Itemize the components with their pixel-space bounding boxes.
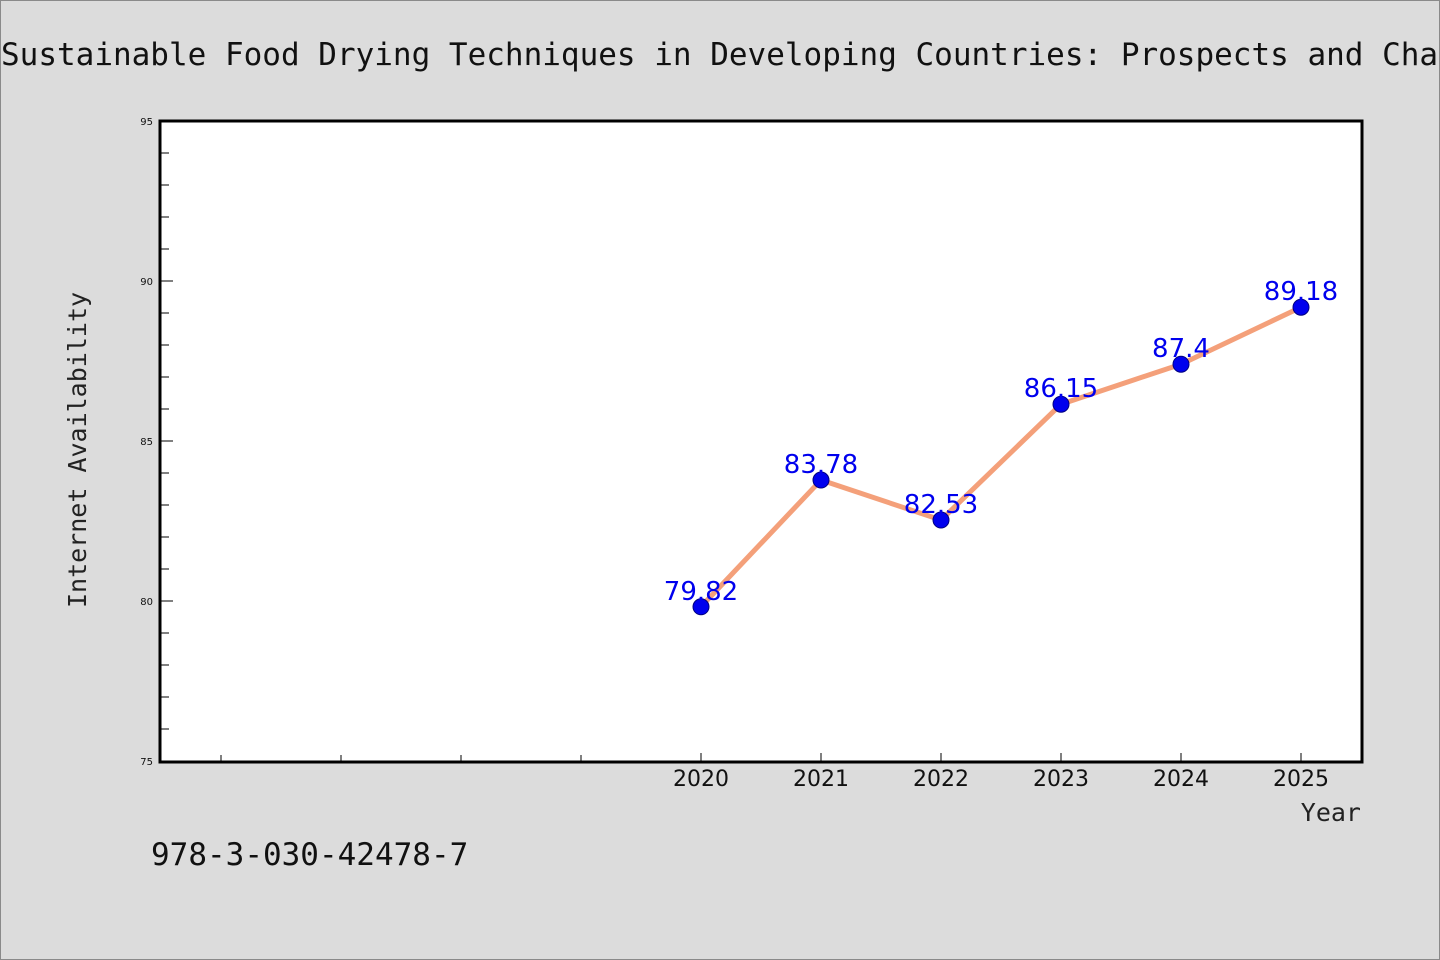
- x-tick-label: 2025: [1273, 767, 1329, 792]
- series-layer: 79.82 83.78 82.53 86.15 87.4 89.18: [664, 277, 1338, 616]
- footnote-isbn: 978-3-030-42478-7: [151, 837, 468, 873]
- data-point: [692, 598, 710, 616]
- data-point: [932, 511, 950, 529]
- x-axis-ticks: 2020 2021 2022 2023 2024 2025: [220, 753, 1329, 792]
- y-axis-label: Internet Availability: [63, 292, 92, 608]
- chart-title: Sustainable Food Drying Techniques in De…: [1, 37, 1440, 73]
- y-tick-label: 90: [140, 277, 153, 288]
- y-axis-ticks: 75 80 85 90 95: [140, 117, 173, 768]
- data-point: [1292, 298, 1310, 316]
- y-tick-label: 95: [140, 117, 153, 128]
- plot-area: [158, 119, 1364, 764]
- data-label: 79.82: [664, 577, 738, 607]
- x-tick-label: 2023: [1033, 767, 1089, 792]
- data-point: [812, 471, 830, 489]
- data-label: 82.53: [904, 490, 978, 520]
- data-label: 83.78: [784, 450, 858, 480]
- data-label: 87.4: [1152, 334, 1210, 364]
- x-tick-label: 2024: [1153, 767, 1209, 792]
- data-point: [1052, 395, 1070, 413]
- x-tick-label: 2022: [913, 767, 969, 792]
- y-tick-label: 80: [140, 597, 153, 608]
- data-label: 89.18: [1264, 277, 1338, 307]
- y-tick-label: 85: [140, 437, 153, 448]
- series-line: [699, 304, 1303, 609]
- data-point: [1172, 355, 1190, 373]
- x-tick-label: 2021: [793, 767, 849, 792]
- x-tick-label: 2020: [673, 767, 729, 792]
- y-tick-label: 75: [140, 757, 153, 768]
- x-axis-label: Year: [1301, 798, 1361, 827]
- data-label: 86.15: [1024, 374, 1098, 404]
